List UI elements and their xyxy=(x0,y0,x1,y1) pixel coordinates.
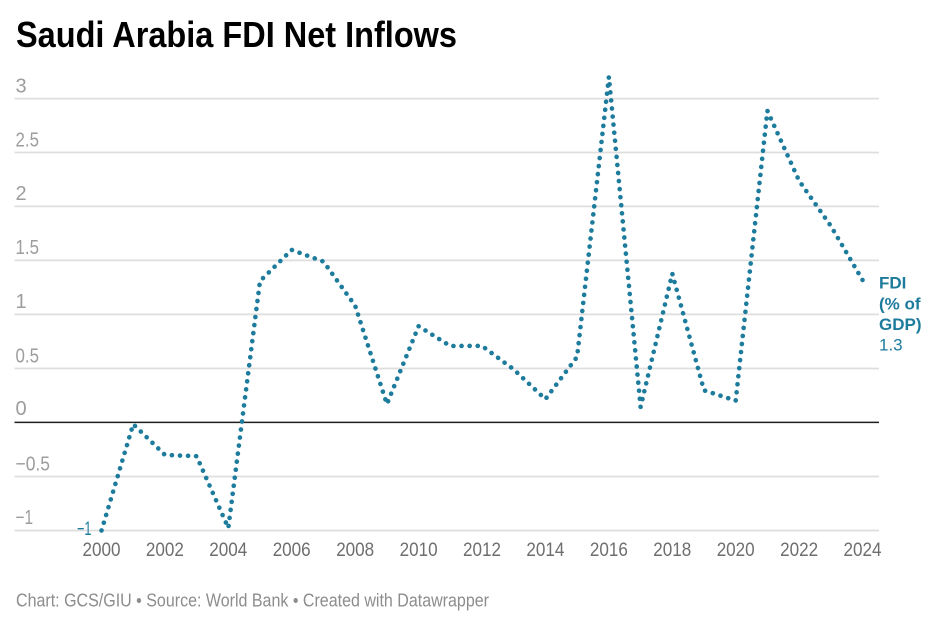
svg-text:2008: 2008 xyxy=(336,539,374,561)
svg-text:2024: 2024 xyxy=(844,539,882,561)
svg-text:1.5: 1.5 xyxy=(16,237,40,259)
svg-text:−1: −1 xyxy=(16,507,34,529)
svg-text:(% of: (% of xyxy=(879,294,921,313)
svg-text:0.5: 0.5 xyxy=(16,345,40,367)
svg-text:2022: 2022 xyxy=(780,539,818,561)
svg-text:2004: 2004 xyxy=(209,539,247,561)
svg-text:1: 1 xyxy=(16,291,27,313)
svg-text:FDI: FDI xyxy=(879,274,906,293)
svg-text:−1: −1 xyxy=(77,519,92,540)
svg-text:2010: 2010 xyxy=(400,539,438,561)
svg-text:2018: 2018 xyxy=(653,539,691,561)
svg-text:2000: 2000 xyxy=(83,539,121,561)
svg-text:2002: 2002 xyxy=(146,539,184,561)
svg-text:Chart: GCS/GIU • Source: World: Chart: GCS/GIU • Source: World Bank • Cr… xyxy=(16,590,489,611)
svg-text:1.3: 1.3 xyxy=(879,336,903,355)
svg-text:−0.5: −0.5 xyxy=(16,453,51,475)
svg-text:2.5: 2.5 xyxy=(16,129,40,151)
svg-text:GDP): GDP) xyxy=(879,315,922,334)
svg-text:2: 2 xyxy=(16,183,27,205)
svg-text:Saudi Arabia FDI Net Inflows: Saudi Arabia FDI Net Inflows xyxy=(16,14,457,55)
svg-text:2006: 2006 xyxy=(273,539,311,561)
svg-text:3: 3 xyxy=(16,75,27,97)
svg-text:2016: 2016 xyxy=(590,539,628,561)
svg-text:2020: 2020 xyxy=(717,539,755,561)
svg-text:2012: 2012 xyxy=(463,539,501,561)
svg-text:2014: 2014 xyxy=(526,539,564,561)
svg-text:0: 0 xyxy=(16,398,27,420)
